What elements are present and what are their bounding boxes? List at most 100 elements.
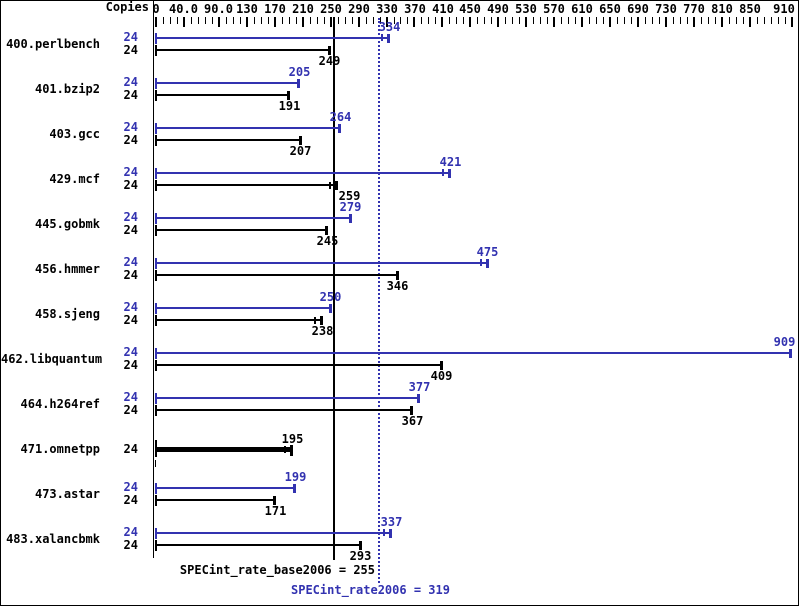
bar-value-label: 909 (773, 335, 796, 349)
axis-minor-tick (212, 17, 213, 24)
copies-value: 24 (123, 88, 138, 102)
axis-minor-tick (687, 17, 688, 24)
axis-major-tick (330, 17, 332, 27)
benchmark-label: 458.sjeng (34, 307, 100, 321)
bar-range-tick (480, 259, 482, 266)
axis-tick-label: 570 (543, 2, 565, 16)
bar-end-tick (293, 484, 296, 493)
base-result-label: SPECint_rate_base2006 = 255 (179, 563, 375, 577)
benchmark-label: 473.astar (34, 487, 100, 501)
axis-minor-tick (310, 17, 311, 24)
axis-minor-tick (289, 17, 290, 24)
axis-tick-label: 490 (487, 2, 509, 16)
axis-minor-tick (645, 17, 646, 24)
bar-value-label: 367 (401, 414, 424, 428)
bar-line (156, 364, 442, 366)
axis-minor-tick (708, 17, 709, 24)
bar-start-tick-secondary (155, 460, 156, 467)
bar-end-tick (448, 169, 451, 178)
axis-minor-tick (240, 17, 241, 24)
bar-start-tick (155, 258, 157, 269)
axis-minor-tick (596, 17, 597, 24)
bar-end-tick (359, 541, 362, 550)
bar-end-tick (486, 259, 489, 268)
copies-value: 24 (123, 43, 138, 57)
bar-value-label: 259 (338, 189, 361, 203)
bar-end-tick (290, 445, 293, 456)
axis-minor-tick (547, 17, 548, 24)
axis-minor-tick (177, 17, 178, 24)
benchmark-label: 464.h264ref (20, 397, 100, 411)
axis-minor-tick (205, 17, 206, 24)
axis-major-tick (413, 17, 415, 27)
bar-start-tick (155, 33, 157, 44)
bar-end-tick (328, 46, 331, 55)
benchmark-label: 401.bzip2 (34, 82, 100, 96)
bar-line (156, 37, 389, 39)
bar-line (156, 262, 488, 264)
axis-minor-tick (652, 17, 653, 24)
axis-major-tick (302, 17, 304, 27)
benchmark-label: 400.perlbench (6, 37, 100, 51)
axis-major-tick (749, 17, 751, 27)
axis-minor-tick (533, 17, 534, 24)
bar-start-tick (155, 405, 157, 416)
copies-value: 24 (123, 75, 138, 89)
axis-major-tick (246, 17, 248, 27)
axis-minor-tick (421, 17, 422, 24)
axis-major-tick (155, 17, 157, 27)
bar-value-label: 337 (380, 515, 403, 529)
axis-minor-tick (631, 17, 632, 24)
axis-minor-tick (764, 17, 765, 24)
axis-tick-label: 690 (627, 2, 649, 16)
bar-line (156, 532, 391, 534)
benchmark-label: 445.gobmk (34, 217, 100, 231)
copies-value: 24 (123, 403, 138, 417)
benchmark-label: 471.omnetpp (20, 442, 100, 456)
axis-major-tick (469, 17, 471, 27)
bar-start-tick (155, 528, 157, 539)
bar-start-tick (155, 123, 157, 134)
axis-major-tick (609, 17, 611, 27)
bar-range-tick (284, 446, 286, 453)
bar-start-tick (155, 78, 157, 89)
bar-line (156, 94, 289, 96)
axis-minor-tick (680, 17, 681, 24)
benchmark-label: 456.hmmer (34, 262, 100, 276)
axis-minor-tick (400, 17, 401, 24)
bar-value-label: 191 (278, 99, 301, 113)
axis-tick-label: 910 (773, 2, 795, 16)
axis-minor-tick (589, 17, 590, 24)
axis-minor-tick (170, 17, 171, 24)
bar-start-tick (155, 393, 157, 404)
axis-major-tick (525, 17, 527, 27)
bar-range-tick (381, 34, 383, 41)
axis-minor-tick (233, 17, 234, 24)
axis-tick-label: 330 (376, 2, 398, 16)
bar-line (156, 544, 361, 546)
copies-value: 24 (123, 442, 138, 456)
axis-minor-tick (568, 17, 569, 24)
axis-minor-tick (282, 17, 283, 24)
axis-tick-label: 730 (655, 2, 677, 16)
bar-line (156, 499, 275, 501)
bar-line (156, 352, 791, 354)
axis-major-tick (637, 17, 639, 27)
bar-start-tick (155, 483, 157, 494)
bar-end-tick (387, 34, 390, 43)
axis-tick-label: 0 (152, 2, 160, 16)
bar-line (156, 319, 322, 321)
bar-end-tick (297, 79, 300, 88)
bar-value-label: 171 (264, 504, 287, 518)
benchmark-label: 483.xalancbmk (6, 532, 100, 546)
bar-value-label: 250 (319, 290, 342, 304)
copies-value: 24 (123, 255, 138, 269)
axis-minor-tick (736, 17, 737, 24)
bar-line (156, 127, 340, 129)
bar-start-tick (155, 225, 157, 236)
bar-range-tick (314, 317, 316, 324)
peak-reference-line (378, 18, 380, 583)
axis-minor-tick (477, 17, 478, 24)
bar-line (156, 184, 337, 186)
bar-end-tick (410, 406, 413, 415)
